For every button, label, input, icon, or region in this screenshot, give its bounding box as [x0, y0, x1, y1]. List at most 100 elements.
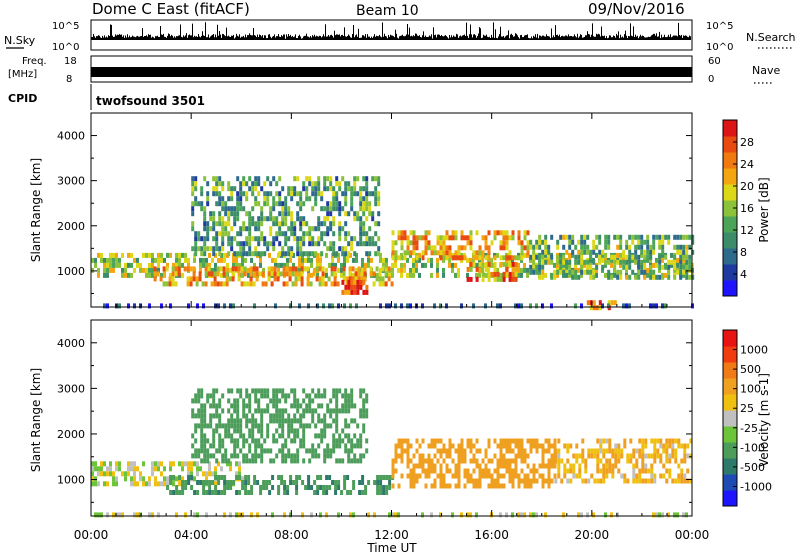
echo-cell: [490, 478, 494, 484]
echo-cell: [230, 423, 234, 429]
echo-cell: [215, 186, 219, 192]
echo-cell: [275, 418, 279, 424]
echo-cell: [602, 463, 606, 469]
echo-cell: [100, 461, 103, 467]
echo-cell: [160, 272, 163, 278]
echo-cell: [628, 274, 632, 280]
echo-cell: [224, 448, 228, 454]
echo-cell: [604, 244, 608, 250]
echo-cell: [299, 241, 303, 247]
echo-cell: [244, 475, 248, 480]
echo-cell: [667, 269, 671, 275]
echo-cell: [406, 235, 410, 241]
echo-cell: [359, 196, 363, 202]
echo-cell: [239, 433, 243, 439]
echo-cell: [656, 453, 660, 459]
echo-cell: [374, 196, 378, 202]
echo-cell: [254, 176, 258, 182]
echo-cell: [271, 485, 275, 490]
echo-cell: [169, 480, 173, 485]
echo-cell: [230, 226, 234, 232]
echo-cell: [203, 433, 207, 439]
echo-cell: [269, 448, 273, 454]
echo-cell: [194, 438, 198, 444]
echo-cell: [442, 448, 446, 454]
echo-cell: [163, 476, 166, 482]
echo-cell: [359, 221, 363, 227]
echo-cell: [248, 221, 252, 227]
echo-cell: [314, 181, 318, 187]
echo-cell: [305, 403, 309, 409]
echo-cell: [327, 276, 331, 282]
echo-cell: [499, 245, 503, 251]
echo-cell: [253, 262, 256, 268]
echo-cell: [634, 274, 638, 280]
echo-cell: [206, 236, 210, 242]
echo-cell: [311, 191, 315, 197]
echo-cell: [653, 458, 657, 464]
echo-cell: [496, 252, 499, 258]
echo-cell: [433, 245, 437, 251]
echo-cell: [251, 413, 255, 419]
echo-cell: [607, 300, 611, 306]
echo-cell: [326, 216, 330, 222]
echo-cell: [526, 250, 530, 256]
echo-cell: [448, 235, 452, 241]
echo-cell: [304, 485, 308, 490]
echo-cell: [230, 453, 234, 459]
echo-cell: [670, 259, 674, 265]
echo-cell: [284, 453, 288, 459]
echo-cell: [641, 478, 645, 484]
echo-cell: [302, 241, 306, 247]
echo-cell: [628, 244, 632, 250]
echo-cell: [499, 463, 503, 469]
echo-cell: [685, 244, 689, 250]
echo-cell: [581, 478, 585, 484]
echo-cell: [198, 276, 202, 282]
echo-cell: [616, 244, 620, 250]
echo-cell: [466, 240, 470, 246]
echo-cell: [478, 255, 482, 261]
echo-cell: [484, 272, 487, 278]
echo-cell: [157, 252, 160, 258]
echo-cell: [257, 453, 261, 459]
echo-cell: [562, 262, 565, 268]
echo-cell: [263, 388, 267, 394]
echo-cell: [496, 483, 500, 489]
y-tick-label: 3000: [57, 382, 85, 395]
echo-cell: [619, 244, 623, 250]
echo-cell: [688, 264, 692, 270]
echo-cell: [547, 483, 551, 489]
echo-cell: [388, 475, 392, 480]
echo-cell: [511, 261, 515, 267]
echo-cell: [251, 428, 255, 434]
echo-cell: [270, 266, 274, 272]
echo-cell: [632, 473, 636, 479]
echo-cell: [320, 393, 324, 399]
echo-cell: [255, 271, 259, 277]
echo-cell: [272, 388, 276, 394]
echo-cell: [317, 186, 321, 192]
echo-cell: [344, 408, 348, 414]
echo-cell: [427, 245, 431, 251]
echo-cell: [665, 443, 669, 449]
echo-cell: [589, 254, 593, 260]
echo-cell: [673, 234, 677, 240]
echo-cell: [220, 466, 223, 472]
echo-cell: [253, 475, 257, 480]
echo-cell: [397, 443, 401, 449]
echo-cell: [242, 241, 246, 247]
echo-cell: [652, 244, 656, 250]
echo-cell: [664, 272, 667, 278]
echo-cell: [139, 512, 142, 518]
echo-cell: [439, 235, 443, 241]
echo-cell: [677, 443, 681, 449]
echo-cell: [596, 463, 600, 469]
echo-cell: [344, 186, 348, 192]
echo-cell: [661, 257, 664, 263]
echo-cell: [245, 393, 249, 399]
echo-cell: [445, 463, 449, 469]
echo-cell: [377, 211, 381, 217]
echo-cell: [350, 388, 354, 394]
echo-cell: [424, 250, 428, 256]
